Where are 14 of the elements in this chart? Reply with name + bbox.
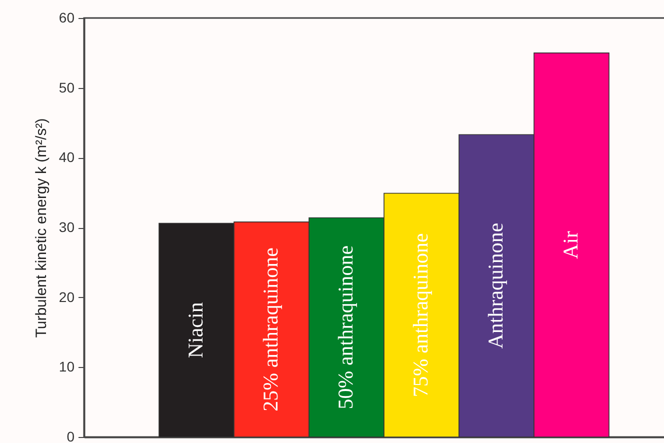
- y-axis-title: Turbulent kinetic energy k (m²/s²): [32, 118, 50, 338]
- y-tick-label: 30: [58, 219, 75, 235]
- x-tick-label: Anthraquinone: [484, 222, 508, 349]
- x-tick-label: 75% anthraquinone: [408, 233, 432, 398]
- y-tick-label: 40: [58, 149, 75, 166]
- x-tick-label: Air: [558, 230, 582, 259]
- x-tick-label: Niacin: [184, 302, 208, 358]
- x-tick-label: 25% anthraquinone: [258, 248, 282, 412]
- y-tick-label: 50: [58, 79, 75, 96]
- y-tick-label: 60: [58, 10, 75, 26]
- y-tick-label: 20: [58, 288, 75, 305]
- y-tick-label: 10: [58, 358, 75, 375]
- x-tick-label: 50% anthraquinone: [334, 245, 358, 410]
- y-tick-label: 0: [66, 428, 75, 443]
